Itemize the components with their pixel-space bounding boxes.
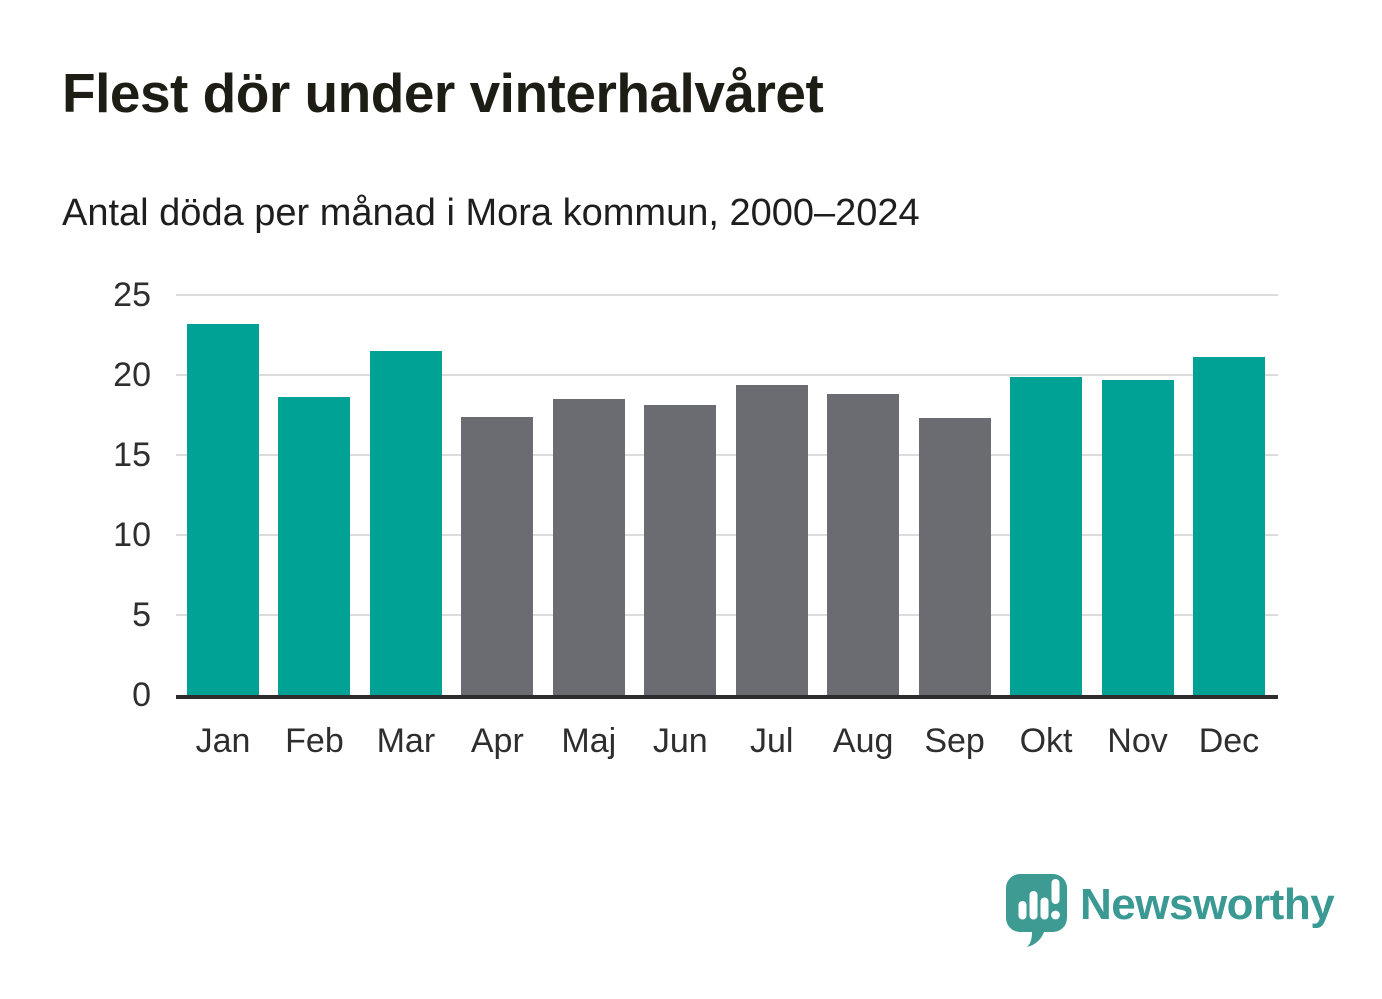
bar-jan [187,324,259,695]
bar-sep [918,418,991,695]
y-tick-5: 5 [132,596,151,634]
x-label-dec: Dec [1198,722,1260,760]
gridline-5 [176,614,1278,616]
bar-jul [735,385,808,695]
bar-maj [552,399,625,695]
newsworthy-wordmark: Newsworthy [1080,880,1335,929]
x-label-jun: Jun [652,722,708,760]
x-label-jan: Jan [195,722,251,760]
bar-dec [1192,357,1265,695]
y-tick-20: 20 [113,356,151,394]
bar-okt [1010,377,1083,695]
x-label-apr: Apr [470,722,524,760]
chart-subtitle: Antal döda per månad i Mora kommun, 2000… [62,192,920,234]
x-axis: Jan Feb Mar Apr Maj Jun Jul Aug Sep Okt Nov Dec [176,717,1278,767]
x-label-feb: Feb [285,722,344,760]
bar-jun [644,405,717,695]
y-tick-10: 10 [113,516,151,554]
plot-area [176,294,1278,699]
bar-chart-speech-bubble-icon [1006,874,1068,952]
y-tick-25: 25 [113,276,151,314]
x-label-sep: Sep [924,722,985,760]
x-label-okt: Okt [1019,722,1073,760]
bar-feb [278,397,351,695]
y-tick-15: 15 [113,436,151,474]
x-label-nov: Nov [1107,722,1168,760]
x-label-jul: Jul [749,722,794,760]
newsworthy-logo[interactable]: Newsworthy [1006,874,1335,952]
gridline-20 [176,374,1278,376]
y-tick-0: 0 [132,676,151,714]
bar-apr [461,417,534,695]
chart-title: Flest dör under vinterhalvåret [62,62,824,124]
x-label-mar: Mar [376,722,436,760]
gridline-10 [176,534,1278,536]
gridline-25 [176,294,1278,296]
y-axis: 0 5 10 15 20 25 [0,276,151,714]
x-label-aug: Aug [832,722,894,760]
x-label-maj: Maj [561,722,617,760]
bar-nov [1101,380,1174,695]
bar-aug [827,394,900,695]
bar-mar [369,351,442,695]
gridline-15 [176,454,1278,456]
